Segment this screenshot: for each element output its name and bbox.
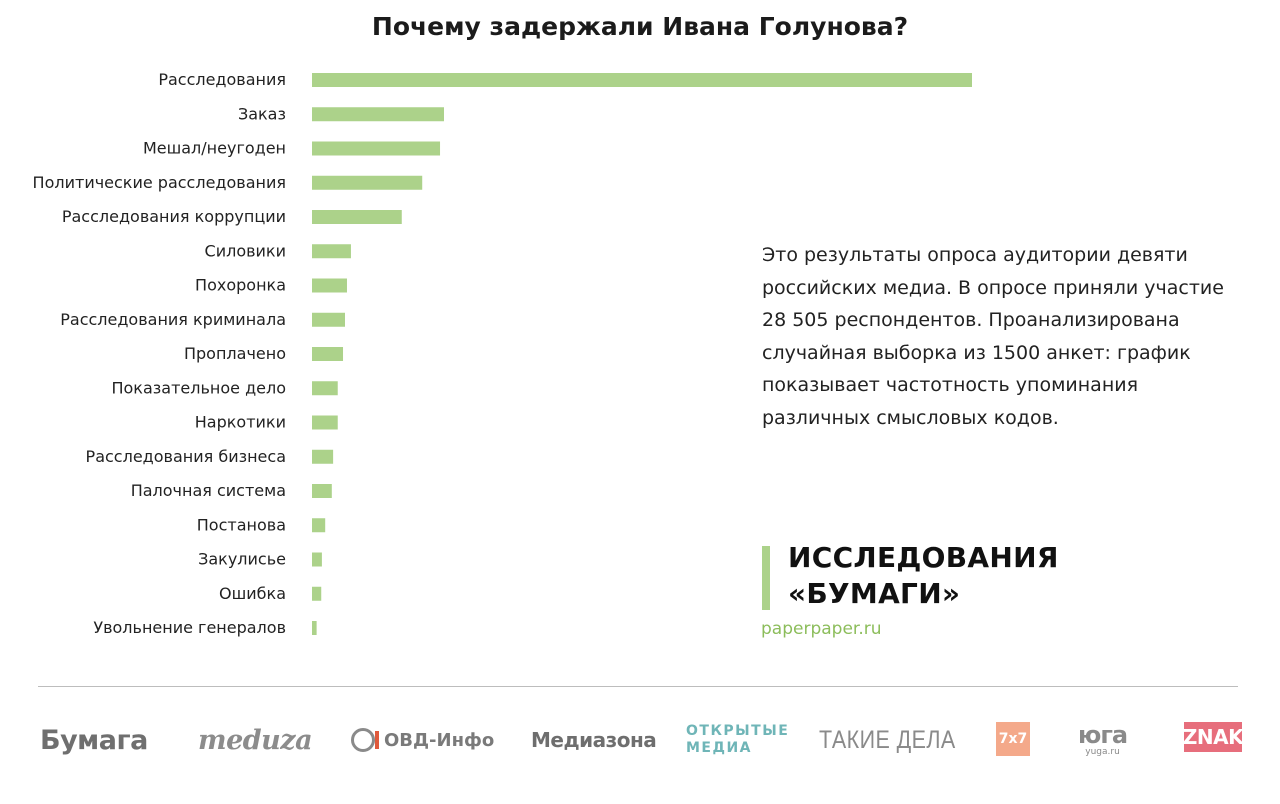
category-label: Силовики — [205, 241, 286, 260]
bar — [312, 381, 338, 396]
bar — [312, 175, 423, 190]
logo-znak: ZNAK — [1183, 722, 1244, 752]
brand-accent — [762, 546, 774, 610]
category-label: Проплачено — [184, 344, 286, 363]
category-label: Расследования бизнеса — [86, 447, 286, 466]
logo-takie-dela: ТАКИЕ ДЕЛА — [819, 725, 956, 754]
logo-ovd-info: ОВД-Инфо — [351, 712, 494, 768]
logo-mediazona: Медиазона — [531, 728, 657, 752]
bar — [312, 415, 338, 430]
chart-title: Почему задержали Ивана Голунова? — [371, 12, 909, 41]
bar — [312, 347, 344, 361]
brand-title-line1: ИССЛЕДОВАНИЯ — [788, 541, 1059, 574]
logo-ovd-text: ОВД-Инфо — [384, 729, 495, 751]
category-label: Расследования — [158, 70, 286, 89]
logo-otkrytye-line2: МЕДИА — [686, 740, 753, 756]
logo-otkrytye-line1: ОТКРЫТЫЕ — [686, 723, 790, 739]
logo-yuga-mark: юга — [1078, 721, 1128, 749]
bar — [312, 141, 441, 156]
category-label: Постанова — [197, 515, 286, 534]
footer-divider — [38, 686, 1238, 687]
category-label: Показательное дело — [111, 378, 286, 397]
logo-meduza: meduza — [198, 724, 313, 756]
logo-7x7: 7x7 — [996, 722, 1030, 756]
logo-yuga-sub: yuga.ru — [1085, 747, 1120, 757]
category-label: Похоронка — [195, 276, 286, 295]
category-label: Наркотики — [195, 413, 286, 432]
category-label: Палочная система — [131, 481, 286, 500]
bar — [312, 107, 444, 122]
category-label: Ошибка — [219, 584, 286, 603]
survey-description: Это результаты опроса аудитории девяти р… — [762, 244, 1224, 429]
bar — [312, 552, 322, 567]
bar — [312, 73, 972, 87]
bar-chart: Расследования Заказ Мешал/неугоден Политиче… — [33, 70, 972, 637]
brand-title: ИССЛЕДОВАНИЯ «БУМАГИ» — [788, 540, 1059, 612]
bar — [312, 586, 322, 601]
logo-bumaga: Бумага — [40, 724, 148, 756]
category-label: Расследования криминала — [60, 310, 286, 329]
bar — [312, 278, 347, 293]
bar — [312, 312, 345, 327]
brand-title-line2: «БУМАГИ» — [788, 577, 961, 610]
logo-otkrytye-media: ОТКРЫТЫЕ МЕДИА — [686, 712, 789, 768]
bar — [312, 621, 317, 635]
partner-logos: Бумага meduza ОВД-Инфо Медиазона ОТКРЫТЫ… — [38, 712, 1248, 768]
brand-url-link[interactable]: paperpaper.ru — [761, 619, 882, 639]
category-label: Увольнение генералов — [93, 618, 286, 637]
bar — [312, 210, 402, 224]
category-label: Мешал/неугоден — [143, 139, 286, 158]
ovd-ring-icon — [351, 728, 379, 752]
bar — [312, 449, 334, 464]
category-label: Закулисье — [198, 550, 286, 569]
bar — [312, 518, 326, 533]
category-label: Заказ — [238, 104, 286, 123]
category-label: Расследования коррупции — [62, 207, 286, 226]
bar — [312, 244, 351, 259]
category-label: Политические расследования — [33, 173, 286, 192]
logo-yuga: юга yuga.ru — [1078, 712, 1128, 768]
bar — [312, 484, 332, 498]
